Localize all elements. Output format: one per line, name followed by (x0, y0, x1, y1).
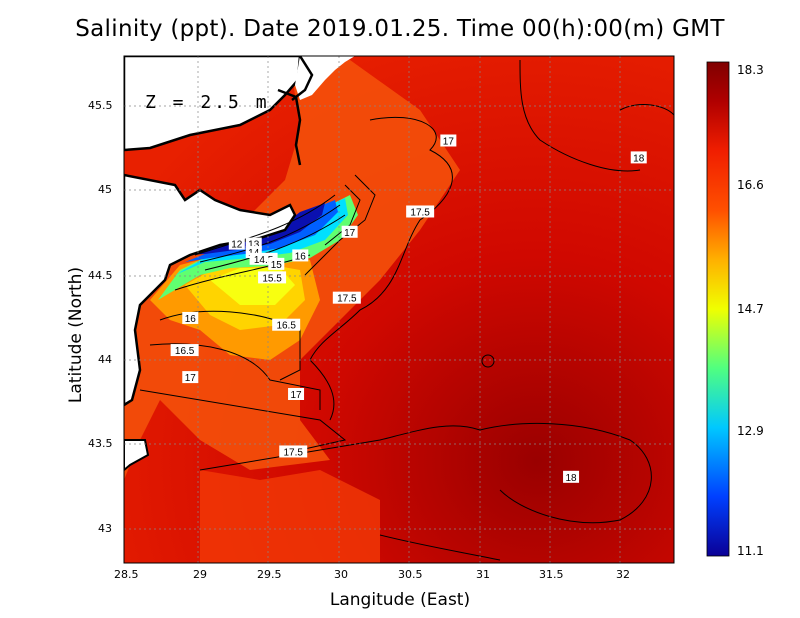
contour-label: 17.5 (406, 205, 435, 218)
contour-label: 16 (182, 311, 199, 325)
svg-text:16.5: 16.5 (175, 346, 195, 357)
y-tick: 45.5 (88, 99, 113, 112)
contour-label: 17 (341, 225, 358, 239)
x-tick: 29.5 (257, 568, 282, 581)
x-tick: 29 (193, 568, 207, 581)
svg-text:15.5: 15.5 (262, 273, 282, 284)
svg-text:18: 18 (633, 153, 645, 164)
svg-text:15: 15 (271, 260, 283, 271)
map-title: Salinity (ppt). Date 2019.01.25. Time 00… (75, 16, 725, 42)
colorbar-tick: 14.7 (737, 302, 764, 316)
x-tick: 30 (334, 568, 348, 581)
contour-labels: 171817.51712131414.5151615.517.51616.516… (170, 134, 647, 484)
contour-label: 17.5 (279, 445, 308, 458)
svg-text:17: 17 (443, 137, 455, 148)
y-tick: 45 (98, 183, 112, 196)
contour-label: 14.5 (249, 252, 278, 266)
contour-label: 18 (630, 151, 647, 164)
x-axis-label: Langitude (East) (329, 590, 471, 610)
y-tick: 43 (98, 522, 112, 535)
plot-frame (123, 55, 675, 564)
colorbar-tick: 11.1 (737, 544, 764, 558)
svg-text:17: 17 (290, 390, 302, 401)
contour-label: 17 (440, 134, 457, 148)
contour-label: 17 (288, 388, 305, 401)
salinity-field (124, 56, 674, 563)
depth-label: Z = 2.5 m (145, 92, 270, 113)
svg-text:18: 18 (565, 473, 577, 484)
grid (124, 56, 674, 563)
y-tick: 43.5 (88, 437, 113, 450)
svg-text:17: 17 (185, 373, 197, 384)
svg-text:16: 16 (295, 251, 307, 262)
svg-text:16.5: 16.5 (276, 321, 296, 332)
svg-text:17.5: 17.5 (337, 294, 357, 305)
contour-label: 16.5 (272, 318, 301, 332)
contour-label: 16 (292, 249, 309, 262)
contour-label: 17 (182, 371, 199, 384)
contour-label: 16.5 (170, 344, 199, 357)
x-tick: 32 (616, 568, 630, 581)
colorbar (706, 61, 730, 557)
colorbar-tick: 12.9 (737, 424, 764, 438)
contour-label: 17.5 (332, 291, 361, 305)
svg-text:17.5: 17.5 (283, 447, 303, 458)
x-tick: 30.5 (398, 568, 423, 581)
contour-label: 15.5 (258, 271, 287, 284)
svg-text:16: 16 (185, 314, 197, 325)
colorbar-tick: 16.6 (737, 178, 764, 192)
x-tick: 28.5 (114, 568, 139, 581)
colorbar-tick: 18.3 (737, 63, 764, 77)
y-tick: 44.5 (88, 269, 113, 282)
x-tick: 31.5 (539, 568, 564, 581)
x-tick: 31 (476, 568, 490, 581)
svg-text:17.5: 17.5 (410, 207, 430, 218)
svg-text:12: 12 (231, 240, 243, 251)
contour-label: 12 (228, 237, 245, 251)
svg-text:17: 17 (344, 228, 356, 239)
contour-label: 15 (268, 257, 285, 271)
y-tick: 44 (98, 353, 112, 366)
y-axis-label: Latitude (North) (66, 266, 86, 404)
svg-text:13: 13 (248, 240, 260, 251)
contour-label: 18 (563, 470, 580, 484)
svg-text:14.5: 14.5 (254, 255, 274, 266)
